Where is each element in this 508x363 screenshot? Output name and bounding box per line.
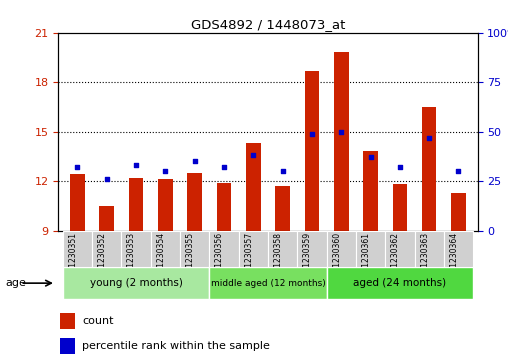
Bar	[422, 107, 436, 231]
Point	[337, 129, 345, 134]
Bar	[385, 231, 415, 267]
Text: GSM1230364: GSM1230364	[450, 232, 458, 284]
Bar	[63, 231, 92, 267]
Bar	[275, 186, 290, 231]
Bar	[187, 173, 202, 231]
Bar	[151, 231, 180, 267]
Bar	[334, 52, 348, 231]
Bar	[363, 151, 378, 231]
Text: GSM1230356: GSM1230356	[215, 232, 224, 284]
Text: GSM1230362: GSM1230362	[391, 232, 400, 283]
Text: GSM1230357: GSM1230357	[244, 232, 253, 284]
Point	[220, 164, 228, 170]
Bar	[100, 206, 114, 231]
Text: age: age	[5, 278, 26, 288]
Point	[278, 168, 287, 174]
Bar	[209, 267, 327, 299]
Bar	[297, 231, 327, 267]
Bar	[305, 70, 319, 231]
Bar	[393, 184, 407, 231]
Bar	[268, 231, 297, 267]
Point	[308, 131, 316, 136]
Point	[425, 135, 433, 140]
Bar	[327, 267, 473, 299]
Bar	[121, 231, 151, 267]
Point	[366, 154, 374, 160]
Point	[249, 152, 258, 158]
Bar	[63, 267, 209, 299]
Point	[396, 164, 404, 170]
Bar	[327, 231, 356, 267]
Bar	[239, 231, 268, 267]
Text: GSM1230355: GSM1230355	[186, 232, 195, 284]
Bar	[129, 178, 143, 231]
Point	[162, 168, 170, 174]
Bar	[60, 313, 75, 329]
Bar	[209, 231, 239, 267]
Text: GSM1230351: GSM1230351	[69, 232, 77, 283]
Bar	[158, 179, 173, 231]
Bar	[60, 338, 75, 354]
Point	[190, 158, 199, 164]
Text: GSM1230353: GSM1230353	[127, 232, 136, 284]
Text: count: count	[82, 316, 114, 326]
Text: young (2 months): young (2 months)	[89, 278, 182, 288]
Bar	[356, 231, 385, 267]
Bar	[92, 231, 121, 267]
Text: GSM1230354: GSM1230354	[156, 232, 166, 284]
Bar	[70, 175, 85, 231]
Bar	[180, 231, 209, 267]
Text: middle aged (12 months): middle aged (12 months)	[211, 279, 325, 287]
Point	[132, 162, 140, 168]
Text: GSM1230359: GSM1230359	[303, 232, 312, 284]
Bar	[444, 231, 473, 267]
Text: GSM1230360: GSM1230360	[332, 232, 341, 284]
Point	[454, 168, 462, 174]
Text: GSM1230358: GSM1230358	[274, 232, 282, 283]
Bar	[451, 193, 466, 231]
Title: GDS4892 / 1448073_at: GDS4892 / 1448073_at	[191, 19, 345, 32]
Point	[73, 164, 81, 170]
Point	[103, 176, 111, 182]
Bar	[217, 183, 231, 231]
Bar	[415, 231, 444, 267]
Text: aged (24 months): aged (24 months)	[353, 278, 447, 288]
Text: GSM1230363: GSM1230363	[420, 232, 429, 284]
Text: GSM1230361: GSM1230361	[362, 232, 370, 283]
Bar	[246, 143, 261, 231]
Text: percentile rank within the sample: percentile rank within the sample	[82, 341, 270, 351]
Text: GSM1230352: GSM1230352	[98, 232, 107, 283]
